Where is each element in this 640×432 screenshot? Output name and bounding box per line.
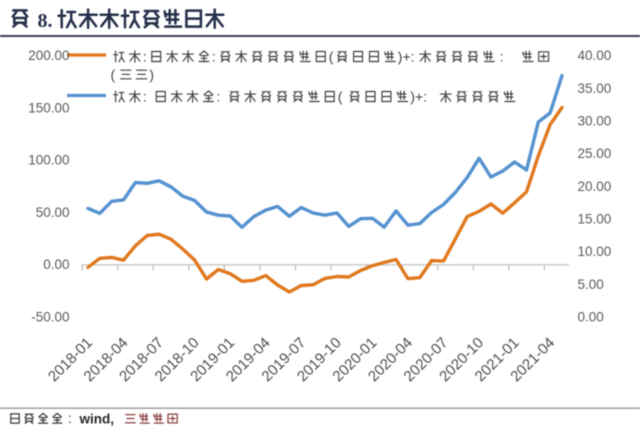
svg-text::: : — [143, 49, 147, 65]
svg-text:5.00: 5.00 — [578, 277, 604, 292]
svg-text:(: ( — [329, 49, 334, 65]
svg-text:150.00: 150.00 — [28, 100, 69, 115]
svg-text:10.00: 10.00 — [578, 244, 612, 259]
svg-text:8.: 8. — [38, 10, 53, 32]
svg-text:200.00: 200.00 — [28, 48, 69, 63]
svg-text:(: ( — [338, 89, 343, 105]
svg-text:)+:: )+: — [410, 89, 427, 105]
svg-text:50.00: 50.00 — [36, 205, 70, 220]
svg-text:(: ( — [111, 67, 116, 82]
svg-text::: : — [143, 89, 147, 105]
svg-text:-50.00: -50.00 — [31, 310, 69, 325]
svg-text:15.00: 15.00 — [578, 212, 612, 227]
svg-text:35.00: 35.00 — [578, 81, 612, 96]
svg-text:30.00: 30.00 — [578, 113, 612, 128]
svg-text:wind,: wind, — [79, 411, 115, 426]
svg-text:40.00: 40.00 — [578, 48, 612, 63]
svg-text::: : — [212, 49, 216, 65]
svg-text:25.00: 25.00 — [578, 146, 612, 161]
svg-text:100.00: 100.00 — [28, 153, 69, 168]
svg-text:0.00: 0.00 — [43, 257, 69, 272]
svg-text::: : — [68, 411, 72, 426]
svg-text:20.00: 20.00 — [578, 179, 612, 194]
svg-text:): ) — [149, 67, 154, 82]
svg-text:)+:: )+: — [398, 49, 415, 65]
svg-text::: : — [216, 89, 220, 105]
svg-text::: : — [500, 49, 504, 65]
svg-text:0.00: 0.00 — [578, 310, 604, 325]
